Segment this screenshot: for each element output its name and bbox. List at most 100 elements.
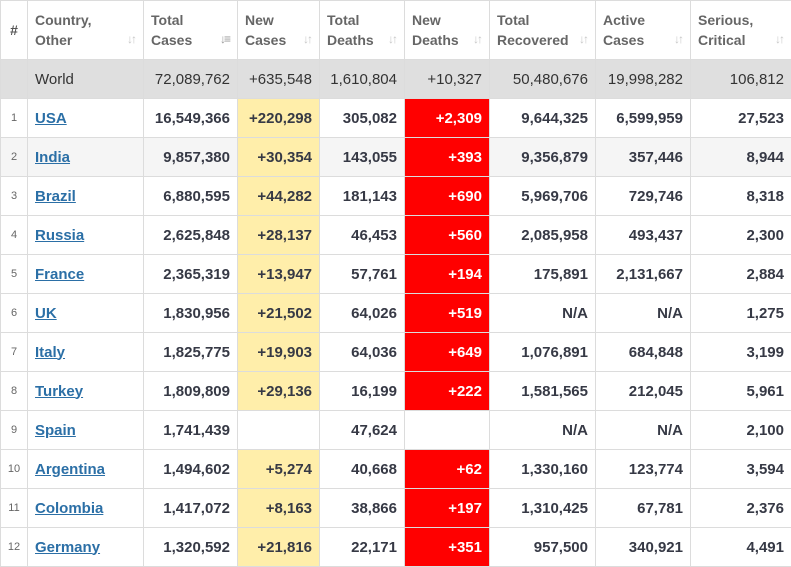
column-header-total-deaths[interactable]: Total Deaths ↓↑ <box>320 1 405 60</box>
serious-critical-cell: 1,275 <box>691 294 791 333</box>
country-link[interactable]: Brazil <box>35 188 76 205</box>
new-deaths-cell: +519 <box>405 294 490 333</box>
total-recovered-cell: 1,076,891 <box>490 333 596 372</box>
country-link[interactable]: Spain <box>35 422 76 439</box>
sort-arrows-icon[interactable]: ↓↑ <box>579 29 587 49</box>
new-deaths-cell: +393 <box>405 138 490 177</box>
sort-descending-icon[interactable]: ↓≡ <box>220 29 229 49</box>
country-link[interactable]: Italy <box>35 344 65 361</box>
total-cases-cell: 2,365,319 <box>144 255 238 294</box>
total-recovered-cell: 50,480,676 <box>490 60 596 99</box>
column-header-index[interactable]: # <box>1 1 28 60</box>
header-row: # Country, Other ↓↑ Total Cases ↓≡ New C… <box>1 1 791 60</box>
country-cell: USA <box>28 99 144 138</box>
sort-arrows-icon[interactable]: ↓↑ <box>303 29 311 49</box>
column-header-total-cases[interactable]: Total Cases ↓≡ <box>144 1 238 60</box>
country-cell: Argentina <box>28 450 144 489</box>
total-cases-cell: 9,857,380 <box>144 138 238 177</box>
header-label-line2: Cases <box>151 32 192 48</box>
new-deaths-cell: +690 <box>405 177 490 216</box>
new-cases-cell: +30,354 <box>238 138 320 177</box>
new-cases-cell: +21,502 <box>238 294 320 333</box>
country-cell: UK <box>28 294 144 333</box>
total-deaths-cell: 47,624 <box>320 411 405 450</box>
sort-arrows-icon[interactable]: ↓↑ <box>674 29 682 49</box>
country-cell: Russia <box>28 216 144 255</box>
header-label-line2: Critical <box>698 32 745 48</box>
header-label-line2: Cases <box>603 32 644 48</box>
sort-arrows-icon[interactable]: ↓↑ <box>127 29 135 49</box>
total-cases-cell: 6,880,595 <box>144 177 238 216</box>
new-cases-cell: +8,163 <box>238 489 320 528</box>
active-cases-cell: N/A <box>596 411 691 450</box>
column-header-new-deaths[interactable]: New Deaths ↓↑ <box>405 1 490 60</box>
country-name: World <box>28 60 144 99</box>
header-label-line1: Total <box>497 12 529 28</box>
total-cases-cell: 16,549,366 <box>144 99 238 138</box>
country-link[interactable]: France <box>35 266 84 283</box>
new-cases-cell: +220,298 <box>238 99 320 138</box>
column-header-total-recovered[interactable]: Total Recovered ↓↑ <box>490 1 596 60</box>
column-header-serious-critical[interactable]: Serious, Critical ↓↑ <box>691 1 791 60</box>
country-cell: Spain <box>28 411 144 450</box>
total-cases-cell: 1,825,775 <box>144 333 238 372</box>
serious-critical-cell: 3,594 <box>691 450 791 489</box>
total-recovered-cell: 957,500 <box>490 528 596 567</box>
active-cases-cell: 357,446 <box>596 138 691 177</box>
total-cases-cell: 1,809,809 <box>144 372 238 411</box>
sort-arrows-icon[interactable]: ↓↑ <box>473 29 481 49</box>
header-label-line2: Deaths <box>412 32 459 48</box>
country-link[interactable]: Germany <box>35 539 100 556</box>
new-deaths-cell: +194 <box>405 255 490 294</box>
new-cases-cell <box>238 411 320 450</box>
row-index: 2 <box>1 138 28 177</box>
country-link[interactable]: Russia <box>35 227 84 244</box>
row-index: 8 <box>1 372 28 411</box>
sort-arrows-icon[interactable]: ↓↑ <box>388 29 396 49</box>
row-index: 6 <box>1 294 28 333</box>
new-deaths-cell <box>405 411 490 450</box>
new-deaths-cell: +649 <box>405 333 490 372</box>
total-cases-cell: 1,830,956 <box>144 294 238 333</box>
serious-critical-cell: 3,199 <box>691 333 791 372</box>
column-header-country[interactable]: Country, Other ↓↑ <box>28 1 144 60</box>
total-recovered-cell: 2,085,958 <box>490 216 596 255</box>
country-link[interactable]: Argentina <box>35 461 105 478</box>
serious-critical-cell: 2,376 <box>691 489 791 528</box>
header-label-line1: Country, <box>35 12 92 28</box>
total-deaths-cell: 46,453 <box>320 216 405 255</box>
country-link[interactable]: USA <box>35 110 67 127</box>
country-link[interactable]: UK <box>35 305 57 322</box>
header-label-line1: Serious, <box>698 12 753 28</box>
country-link[interactable]: India <box>35 149 70 166</box>
new-cases-cell: +5,274 <box>238 450 320 489</box>
active-cases-cell: 67,781 <box>596 489 691 528</box>
total-deaths-cell: 38,866 <box>320 489 405 528</box>
serious-critical-cell: 8,318 <box>691 177 791 216</box>
serious-critical-cell: 2,884 <box>691 255 791 294</box>
new-cases-cell: +13,947 <box>238 255 320 294</box>
total-deaths-cell: 64,036 <box>320 333 405 372</box>
total-cases-cell: 1,320,592 <box>144 528 238 567</box>
total-recovered-cell: 9,356,879 <box>490 138 596 177</box>
country-cell: Turkey <box>28 372 144 411</box>
serious-critical-cell: 5,961 <box>691 372 791 411</box>
total-deaths-cell: 1,610,804 <box>320 60 405 99</box>
sort-arrows-icon[interactable]: ↓↑ <box>775 29 783 49</box>
new-deaths-cell: +351 <box>405 528 490 567</box>
column-header-new-cases[interactable]: New Cases ↓↑ <box>238 1 320 60</box>
row-index: 1 <box>1 99 28 138</box>
row-index: 7 <box>1 333 28 372</box>
country-link[interactable]: Turkey <box>35 383 83 400</box>
new-deaths-cell: +560 <box>405 216 490 255</box>
country-link[interactable]: Colombia <box>35 500 103 517</box>
header-label-line2: Cases <box>245 32 286 48</box>
column-header-active-cases[interactable]: Active Cases ↓↑ <box>596 1 691 60</box>
